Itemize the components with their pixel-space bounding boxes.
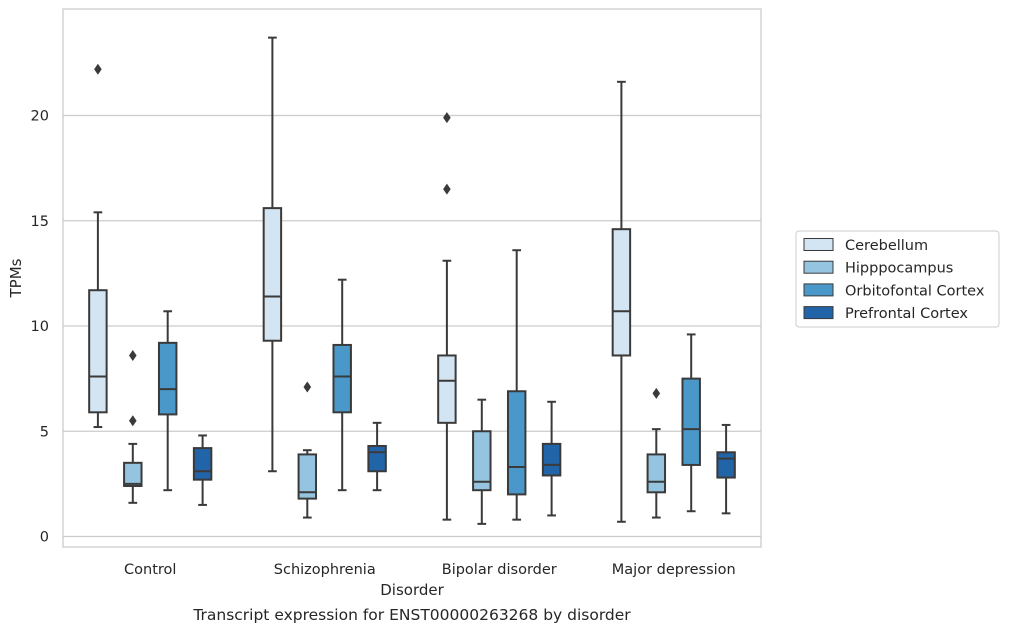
box-1-0	[123, 349, 143, 504]
legend-label: Cerebellum	[845, 238, 928, 254]
box-iqr	[472, 430, 492, 492]
box-3-3	[716, 423, 736, 515]
box-1-1	[297, 381, 318, 519]
box-2-0	[157, 310, 178, 492]
x-tick-label: Schizophrenia	[274, 562, 376, 578]
box-iqr	[506, 390, 527, 496]
outlier-marker	[443, 183, 451, 195]
y-tick-label: 5	[40, 424, 49, 440]
y-tick-label: 10	[31, 319, 49, 335]
box-3-1	[367, 421, 387, 492]
box-iqr	[332, 343, 352, 414]
x-tick-label: Control	[124, 562, 176, 578]
y-tick-labels: 0 5 10 15 20	[31, 109, 49, 546]
legend-frame	[795, 230, 1000, 328]
plot-frame	[62, 8, 762, 548]
box-iqr	[437, 354, 457, 424]
box-2-2	[506, 249, 527, 521]
box-0-1	[262, 36, 283, 473]
y-tick-label: 15	[31, 214, 49, 230]
outlier-marker	[443, 112, 451, 124]
legend-swatch	[803, 283, 834, 297]
y-tick-label: 20	[31, 109, 49, 125]
outlier-marker	[303, 381, 312, 393]
outlier-marker	[94, 63, 102, 75]
box-1-3	[646, 387, 667, 519]
legend-swatch	[803, 260, 834, 274]
outlier-marker	[129, 349, 137, 361]
outlier-marker	[652, 387, 661, 399]
box-0-0	[88, 63, 108, 429]
x-axis-label: Disorder	[380, 581, 444, 599]
figure-caption: Transcript expression for ENST0000026326…	[193, 606, 631, 624]
legend-swatch	[803, 238, 834, 251]
box-0-2	[437, 112, 457, 521]
box-3-0	[192, 434, 213, 506]
x-tick-labels: Control Schizophrenia Bipolar disorder Majo…	[124, 562, 736, 578]
legend-label: Orbitofontal Cortex	[845, 283, 985, 299]
x-tick-label: Major depression	[612, 562, 736, 578]
box-iqr	[192, 447, 213, 481]
box-iqr	[716, 451, 736, 479]
box-iqr	[367, 444, 387, 473]
box-iqr	[681, 377, 701, 466]
x-tick-label: Bipolar disorder	[442, 562, 557, 578]
box-iqr	[123, 461, 143, 487]
box-series	[88, 36, 736, 525]
box-iqr	[541, 442, 562, 477]
box-3-2	[541, 400, 562, 517]
box-2-1	[332, 278, 352, 492]
box-iqr	[88, 289, 108, 414]
box-iqr	[262, 207, 283, 342]
outlier-marker	[129, 415, 137, 427]
box-0-3	[611, 80, 632, 523]
box-2-3	[681, 333, 701, 513]
y-axis-label: TPMs	[7, 258, 25, 298]
legend-label: Hipppocampus	[845, 261, 953, 277]
box-iqr	[611, 228, 632, 357]
box-iqr	[157, 341, 178, 416]
legend-swatch	[803, 306, 834, 320]
box-1-2	[472, 398, 492, 525]
box-iqr	[646, 453, 667, 494]
legend-label: Prefrontal Cortex	[845, 306, 968, 322]
gridlines	[63, 114, 761, 538]
y-tick-label: 0	[40, 530, 49, 546]
box-iqr	[297, 453, 318, 500]
legend: Cerebellum Hipppocampus Orbitofontal Corte…	[795, 230, 1000, 328]
